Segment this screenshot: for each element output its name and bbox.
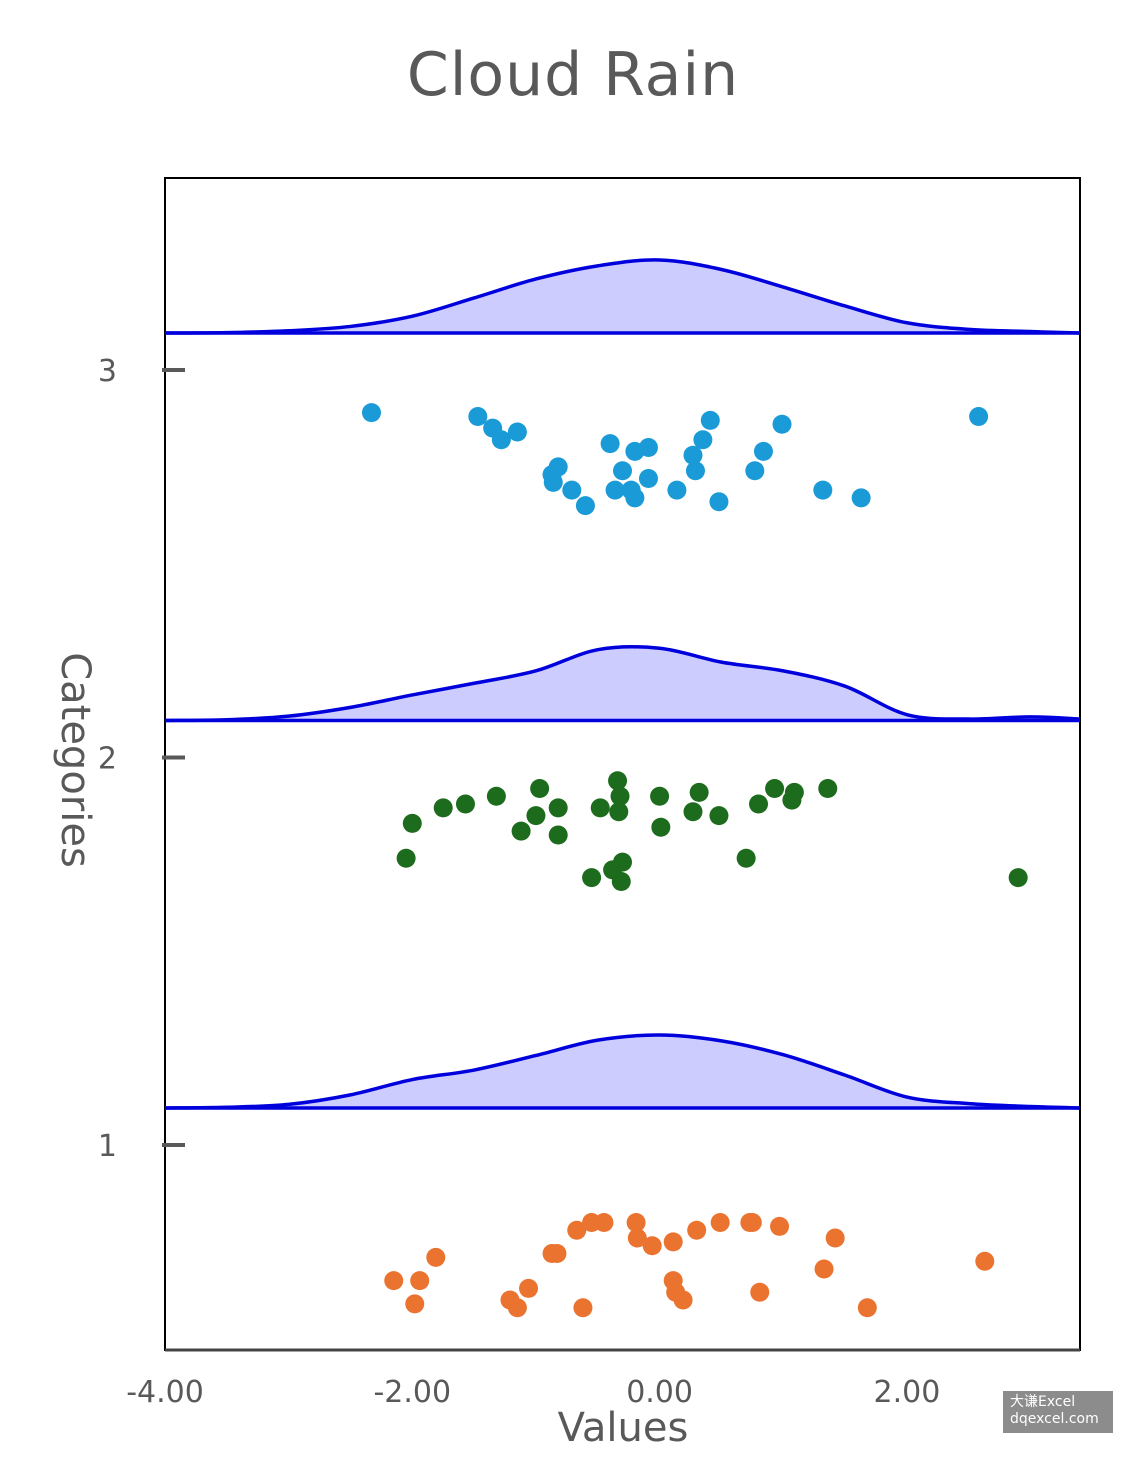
data-point-2-6 (526, 806, 546, 826)
data-point-1-24 (770, 1216, 790, 1236)
data-point-1-6 (519, 1278, 539, 1298)
data-point-1-8 (547, 1244, 567, 1263)
data-point-2-4 (486, 786, 506, 806)
data-point-3-0 (361, 403, 381, 423)
x-tick-label-0: -4.00 (126, 1375, 204, 1410)
data-point-3-16 (638, 438, 658, 457)
data-point-2-22 (709, 806, 729, 826)
density-fill-1 (165, 1034, 1080, 1108)
density-curve-3 (164, 258, 1081, 335)
data-point-2-29 (1008, 868, 1028, 888)
density-curve-1 (164, 1033, 1081, 1110)
data-point-3-8 (548, 457, 568, 477)
watermark: 大谦Excel dqexcel.com (1003, 1391, 1113, 1433)
data-point-3-24 (745, 461, 765, 481)
data-point-3-10 (575, 496, 595, 516)
data-point-2-1 (402, 813, 422, 833)
data-point-2-8 (548, 798, 568, 818)
data-point-2-24 (749, 794, 769, 814)
y-tick-label-3: 3 (98, 354, 117, 389)
data-point-3-11 (605, 480, 625, 500)
data-point-1-5 (507, 1298, 527, 1318)
data-point-3-4 (507, 422, 527, 442)
data-point-2-5 (511, 821, 531, 841)
data-point-2-18 (650, 786, 670, 806)
data-point-1-9 (567, 1220, 587, 1240)
data-point-2-3 (455, 794, 475, 814)
data-point-2-28 (818, 779, 838, 798)
data-point-2-15 (610, 786, 630, 806)
density-fill-3 (165, 259, 1080, 333)
data-point-3-28 (851, 488, 871, 508)
data-point-2-0 (396, 848, 416, 868)
density-fill-2 (165, 646, 1080, 721)
data-point-2-2 (433, 798, 453, 818)
data-point-3-22 (700, 410, 720, 430)
data-point-1-29 (975, 1251, 995, 1271)
data-point-1-20 (687, 1220, 707, 1240)
data-point-1-13 (626, 1213, 646, 1232)
y-tick-label-1: 1 (98, 1129, 117, 1164)
data-point-1-19 (673, 1290, 693, 1310)
data-point-2-19 (651, 817, 671, 837)
data-point-3-23 (709, 492, 729, 512)
data-point-1-1 (405, 1294, 425, 1314)
data-point-2-7 (530, 779, 550, 798)
data-point-2-27 (784, 782, 804, 802)
data-point-1-0 (384, 1271, 404, 1291)
data-point-3-21 (693, 430, 713, 450)
data-point-1-26 (814, 1259, 834, 1279)
data-point-1-28 (857, 1298, 877, 1318)
data-point-3-1 (468, 407, 488, 426)
data-point-1-25 (750, 1282, 770, 1302)
data-point-2-20 (683, 802, 703, 822)
data-point-2-10 (582, 868, 602, 888)
data-point-2-17 (613, 852, 632, 872)
data-point-1-21 (710, 1213, 730, 1232)
data-point-3-3 (491, 430, 511, 450)
y-tick-label-2: 2 (98, 742, 117, 777)
data-point-1-11 (594, 1213, 614, 1232)
data-point-3-7 (543, 472, 563, 492)
data-point-3-25 (753, 441, 773, 461)
data-point-3-19 (683, 445, 703, 465)
data-point-1-15 (642, 1236, 662, 1256)
data-point-3-20 (685, 461, 705, 481)
data-point-1-2 (410, 1271, 430, 1291)
plot-frame (164, 177, 1081, 1351)
data-point-2-9 (548, 825, 568, 845)
data-point-2-23 (736, 848, 756, 868)
data-point-2-13 (608, 771, 628, 791)
x-tick-label-3: 2.00 (873, 1375, 940, 1410)
watermark-line2: dqexcel.com (1010, 1411, 1099, 1427)
data-point-3-12 (613, 461, 632, 481)
data-point-2-14 (609, 802, 629, 822)
data-point-1-23 (742, 1213, 762, 1232)
x-axis-label: Values (557, 1405, 689, 1451)
data-point-1-12 (573, 1298, 593, 1318)
data-point-2-16 (611, 872, 631, 891)
data-point-3-17 (638, 469, 658, 488)
data-point-3-14 (625, 488, 645, 508)
data-point-3-9 (562, 480, 582, 500)
data-point-3-26 (772, 414, 792, 434)
data-point-1-3 (426, 1247, 446, 1267)
data-point-2-21 (689, 782, 709, 802)
data-point-3-27 (813, 480, 833, 500)
density-curve-2 (164, 645, 1081, 723)
x-tick-label-1: -2.00 (373, 1375, 451, 1410)
data-point-2-25 (765, 779, 785, 798)
data-point-3-18 (667, 480, 687, 500)
data-point-1-14 (627, 1228, 647, 1248)
data-point-1-16 (663, 1232, 683, 1252)
data-point-2-11 (590, 798, 610, 818)
chart-title: Cloud Rain (406, 40, 740, 110)
data-point-1-27 (825, 1228, 845, 1248)
data-point-3-29 (969, 407, 989, 426)
x-tick-label-2: 0.00 (626, 1375, 693, 1410)
watermark-line1: 大谦Excel (1010, 1394, 1076, 1410)
data-point-3-5 (600, 434, 620, 454)
